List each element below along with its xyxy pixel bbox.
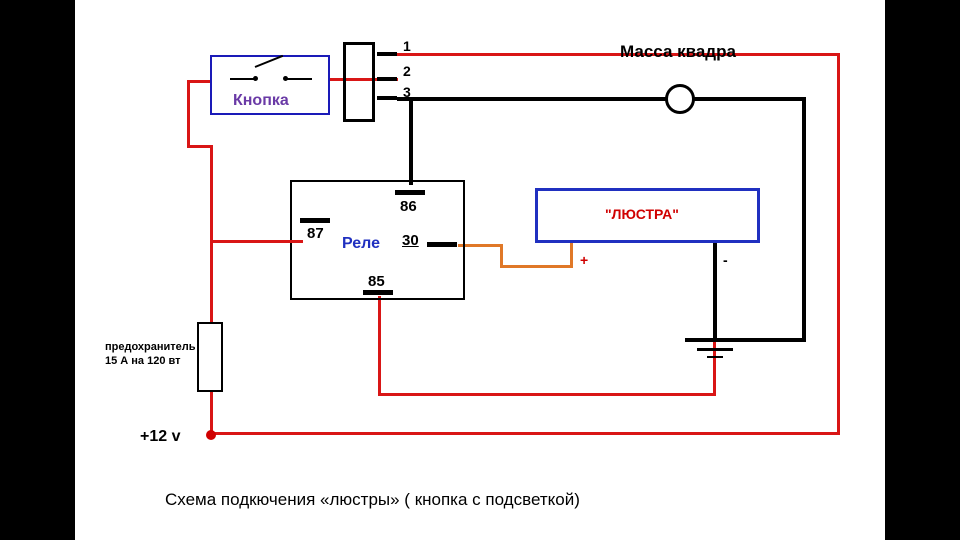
wire-red xyxy=(210,392,213,435)
polarity-minus: - xyxy=(723,252,728,268)
wire-red xyxy=(187,80,210,83)
ground-icon xyxy=(685,338,745,342)
diagram-caption: Схема подкючения «люстры» ( кнопка с под… xyxy=(165,490,580,510)
wire-red xyxy=(378,393,715,396)
terminal-number: 85 xyxy=(368,273,385,290)
ground-icon xyxy=(697,348,733,351)
connector-pin xyxy=(377,52,397,56)
wire-black xyxy=(693,97,806,101)
relay-terminal xyxy=(363,290,393,295)
wire-red xyxy=(187,145,213,148)
fuse-label: предохранитель 15 А на 120 вт xyxy=(105,340,196,369)
wire-black xyxy=(802,97,806,342)
lustra-label: "ЛЮСТРА" xyxy=(605,206,679,222)
voltage-node xyxy=(206,430,216,440)
pin-number: 1 xyxy=(403,38,411,54)
wire-red xyxy=(210,145,213,243)
switch-icon xyxy=(253,76,258,81)
wire-red xyxy=(210,240,295,243)
relay-terminal xyxy=(300,218,330,223)
voltage-label: +12 v xyxy=(140,428,180,446)
wire-black xyxy=(713,243,717,342)
relay-terminal xyxy=(395,190,425,195)
diagram-canvas: Кнопка 1 2 3 Реле 86 87 30 85 "ЛЮСТРА" +… xyxy=(75,0,885,540)
polarity-plus: + xyxy=(580,252,588,268)
button-label: Кнопка xyxy=(233,92,289,110)
wire-black xyxy=(397,97,669,101)
relay-terminal xyxy=(427,242,457,247)
terminal-number: 30 xyxy=(402,232,419,249)
wire-orange xyxy=(570,243,573,268)
switch-icon xyxy=(230,78,255,80)
connector-pin xyxy=(377,96,397,100)
wire-red xyxy=(210,432,840,435)
ground-label: Масса квадра xyxy=(620,42,736,62)
wire-black xyxy=(409,97,413,185)
wire-red xyxy=(397,53,840,56)
switch-icon xyxy=(287,78,312,80)
relay-label: Реле xyxy=(342,235,380,253)
fuse-component xyxy=(197,322,223,392)
wire-red xyxy=(837,53,840,435)
ground-node xyxy=(665,84,695,114)
connector-block xyxy=(343,42,375,122)
wire-red xyxy=(210,240,213,322)
wire-red xyxy=(187,80,190,148)
wire-orange xyxy=(500,265,573,268)
connector-pin xyxy=(377,77,397,81)
ground-icon xyxy=(707,356,723,358)
wire-red xyxy=(290,240,303,243)
pin-number: 3 xyxy=(403,84,411,100)
terminal-number: 87 xyxy=(307,225,324,242)
pin-number: 2 xyxy=(403,63,411,79)
wire-red xyxy=(378,296,381,396)
terminal-number: 86 xyxy=(400,198,417,215)
